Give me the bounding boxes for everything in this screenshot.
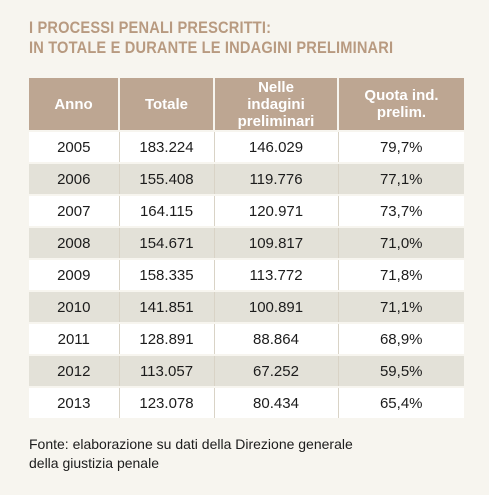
table-row: 2007 164.115 120.971 73,7% <box>29 195 464 228</box>
cell-anno: 2009 <box>29 259 120 292</box>
cell-totale: 128.891 <box>119 323 215 356</box>
table-body: 2005 183.224 146.029 79,7% 2006 155.408 119.77… <box>29 130 464 420</box>
column-header-quota: Quota ind. prelim. <box>338 78 464 131</box>
table-row: 2005 183.224 146.029 79,7% <box>29 130 464 164</box>
cell-quota: 68,9% <box>338 323 464 356</box>
cell-indagini: 120.971 <box>214 195 339 228</box>
cell-totale: 155.408 <box>119 163 215 196</box>
cell-quota: 77,1% <box>338 163 464 196</box>
title-line-2: IN TOTALE E DURANTE LE INDAGINI PRELIMIN… <box>29 38 394 57</box>
source-note: Fonte: elaborazione su dati della Direzi… <box>29 435 449 473</box>
cell-anno: 2008 <box>29 227 120 260</box>
cell-totale: 141.851 <box>119 291 215 324</box>
cell-indagini: 109.817 <box>214 227 339 260</box>
cell-quota: 65,4% <box>338 387 464 420</box>
chart-title: I PROCESSI PENALI PRESCRITTI: IN TOTALE … <box>29 18 393 58</box>
cell-anno: 2007 <box>29 195 120 228</box>
cell-indagini: 80.434 <box>214 387 339 420</box>
cell-quota: 71,0% <box>338 227 464 260</box>
cell-indagini: 113.772 <box>214 259 339 292</box>
column-header-indagini: Nelle indagini preliminari <box>214 78 339 131</box>
cell-indagini: 119.776 <box>214 163 339 196</box>
table-row: 2013 123.078 80.434 65,4% <box>29 387 464 420</box>
cell-indagini: 88.864 <box>214 323 339 356</box>
cell-totale: 158.335 <box>119 259 215 292</box>
cell-quota: 59,5% <box>338 355 464 388</box>
cell-quota: 71,8% <box>338 259 464 292</box>
cell-anno: 2010 <box>29 291 120 324</box>
data-table: Anno Totale Nelle indagini preliminari Q… <box>29 78 464 420</box>
cell-anno: 2005 <box>29 130 120 164</box>
column-header-anno: Anno <box>29 78 120 131</box>
cell-anno: 2011 <box>29 323 120 356</box>
source-line-1: Fonte: elaborazione su dati della Direzi… <box>29 436 353 452</box>
column-header-totale: Totale <box>119 78 215 131</box>
cell-quota: 73,7% <box>338 195 464 228</box>
table-row: 2006 155.408 119.776 77,1% <box>29 163 464 196</box>
source-line-2: della giustizia penale <box>29 455 159 471</box>
table-row: 2012 113.057 67.252 59,5% <box>29 355 464 388</box>
cell-indagini: 100.891 <box>214 291 339 324</box>
table-row: 2009 158.335 113.772 71,8% <box>29 259 464 292</box>
cell-indagini: 67.252 <box>214 355 339 388</box>
cell-quota: 79,7% <box>338 130 464 164</box>
cell-anno: 2013 <box>29 387 120 420</box>
cell-anno: 2006 <box>29 163 120 196</box>
cell-totale: 183.224 <box>119 130 215 164</box>
header-row: Anno Totale Nelle indagini preliminari Q… <box>29 78 464 131</box>
cell-totale: 123.078 <box>119 387 215 420</box>
table-row: 2011 128.891 88.864 68,9% <box>29 323 464 356</box>
cell-totale: 113.057 <box>119 355 215 388</box>
cell-indagini: 146.029 <box>214 130 339 164</box>
cell-totale: 154.671 <box>119 227 215 260</box>
table-row: 2008 154.671 109.817 71,0% <box>29 227 464 260</box>
cell-totale: 164.115 <box>119 195 215 228</box>
title-line-1: I PROCESSI PENALI PRESCRITTI: <box>29 18 272 37</box>
cell-quota: 71,1% <box>338 291 464 324</box>
cell-anno: 2012 <box>29 355 120 388</box>
table-row: 2010 141.851 100.891 71,1% <box>29 291 464 324</box>
